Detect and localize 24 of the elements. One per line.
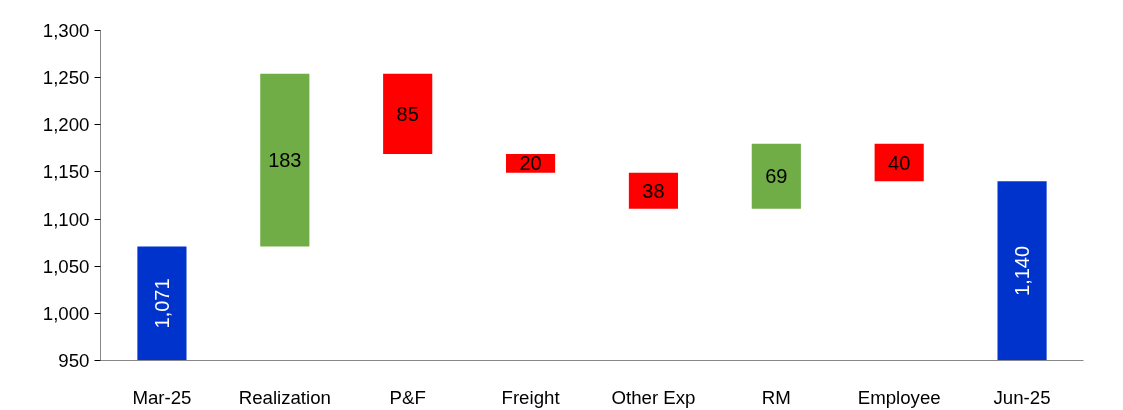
x-tick-label: Employee [857,386,941,408]
x-tick-label: P&F [389,386,426,408]
x-tick-label: Other Exp [611,386,696,408]
data-label: 38 [642,179,665,202]
data-label: 1,140 [1011,245,1034,296]
y-tick-label: 1,100 [42,208,90,230]
y-tick-label: 1,200 [42,114,90,136]
y-tick-label: 1,150 [42,161,90,183]
y-tick-label: 1,250 [42,67,90,89]
data-label: 85 [396,102,419,125]
data-label: 183 [268,149,302,172]
x-tick-label: Jun-25 [993,386,1051,408]
y-tick-label: 1,050 [42,255,90,277]
y-tick-label: 950 [58,350,90,371]
x-tick-label: Mar-25 [132,386,192,408]
data-label: 1,071 [150,278,173,329]
x-tick-label: RM [761,386,791,408]
data-label: 69 [765,165,788,188]
data-label: 40 [888,151,911,174]
x-tick-label: Freight [501,386,561,408]
x-tick-label: Realization [238,386,331,408]
data-label: 20 [519,152,542,175]
y-tick-label: 1,000 [42,302,90,324]
y-tick-label: 1,300 [42,20,90,41]
